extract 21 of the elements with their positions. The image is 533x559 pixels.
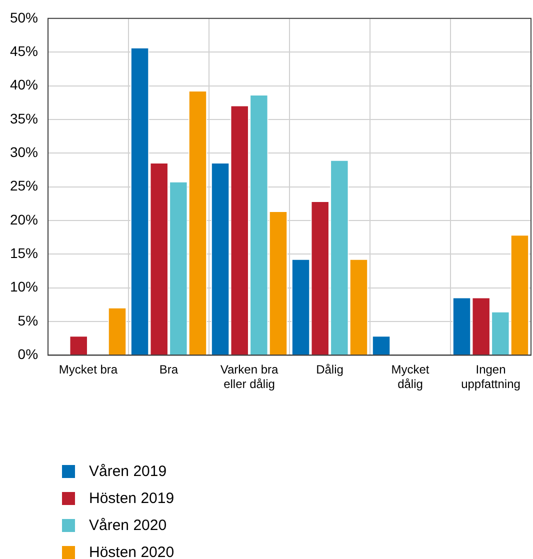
y-tick-label: 25% <box>10 178 38 194</box>
y-tick-label: 45% <box>10 42 38 59</box>
y-tick-label: 20% <box>10 211 38 228</box>
x-tick-label: Ingen uppfattning <box>461 362 520 392</box>
x-tick-label: Mycket bra <box>58 362 118 377</box>
y-tick-label: 30% <box>10 144 38 160</box>
legend-label: Hösten 2019 <box>89 490 174 507</box>
y-tick-label: 40% <box>10 76 38 93</box>
y-tick-label: 15% <box>10 245 38 262</box>
y-tick-label: 50% <box>10 9 38 26</box>
legend-label: Våren 2020 <box>89 517 167 534</box>
legend-label: Hösten 2020 <box>89 544 174 559</box>
y-tick-label: 5% <box>18 312 38 328</box>
y-tick-label: 0% <box>18 346 38 362</box>
x-tick-label: Varken bra eller dålig <box>220 362 278 392</box>
x-tick-label: Mycket dålig <box>391 362 430 392</box>
y-tick-label: 35% <box>10 110 38 126</box>
legend-label: Våren 2019 <box>89 463 167 480</box>
x-tick-label: Bra <box>159 362 178 377</box>
y-tick-label: 10% <box>10 278 38 295</box>
x-tick-label: Dålig <box>316 362 344 377</box>
